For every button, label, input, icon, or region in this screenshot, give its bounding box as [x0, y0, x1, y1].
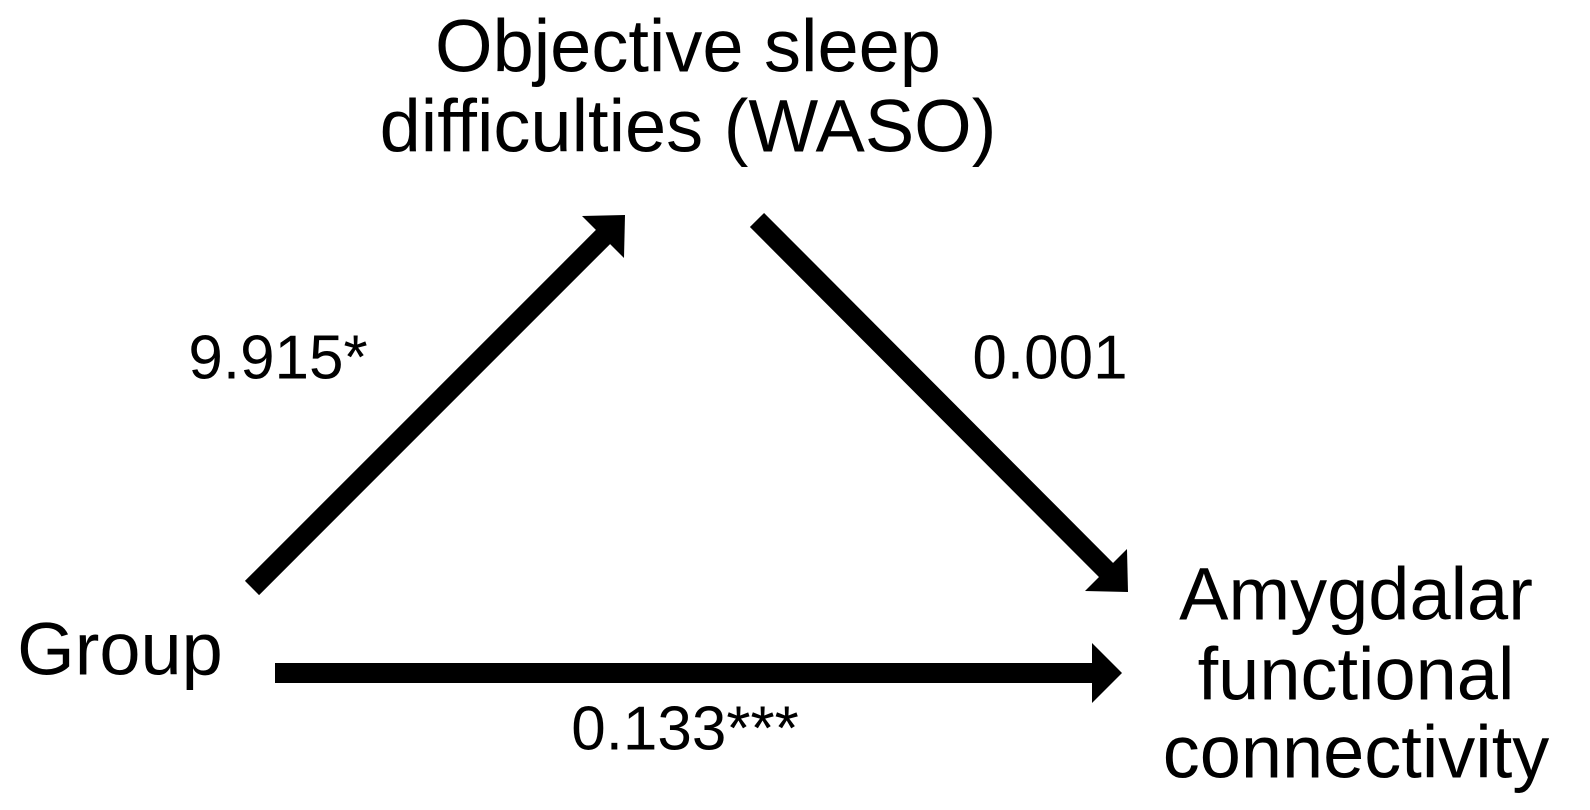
node-label: connectivity: [1163, 711, 1550, 794]
node-label: Objective sleep: [435, 5, 941, 88]
node-label: Group: [17, 608, 223, 691]
node-label: difficulties (WASO): [380, 85, 997, 168]
edge-label: 0.001: [972, 323, 1127, 392]
arrow-head: [582, 215, 625, 258]
node-label: functional: [1198, 633, 1515, 716]
arrow-shaft: [244, 227, 613, 596]
arrow-head: [1092, 643, 1122, 703]
arrow-head: [1085, 549, 1128, 592]
arrows: [244, 212, 1128, 703]
edge-label: 9.915*: [188, 323, 367, 392]
node-label: Amygdalar: [1179, 553, 1533, 636]
arrow-shaft: [749, 212, 1116, 580]
edge-label: 0.133***: [571, 694, 799, 763]
